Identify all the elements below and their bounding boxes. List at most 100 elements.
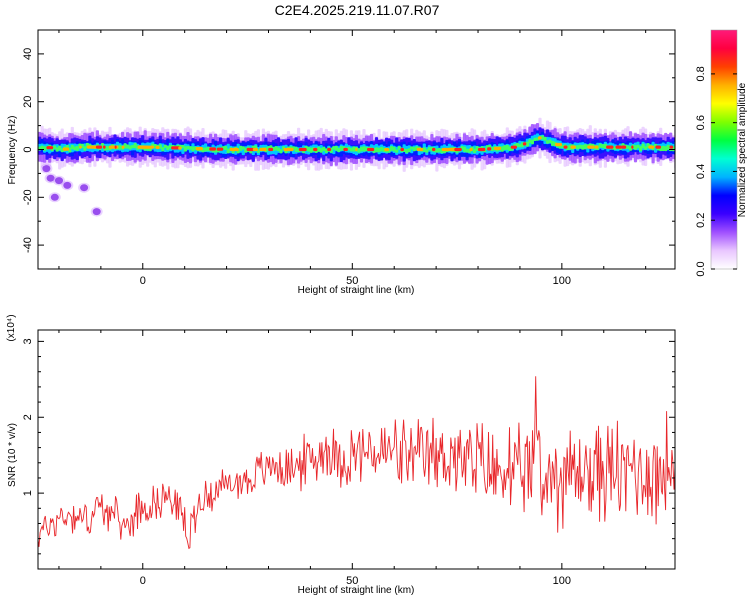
spectrogram-peak [283,147,294,152]
spectrogram-x-axis-label: Height of straight line (km) [298,285,415,296]
snr-y-axis-label: SNR (10 * v/v) [7,423,18,487]
spectrogram-cell [410,146,414,150]
spectrogram-cell [118,144,122,150]
spectrogram-cell [332,146,336,150]
spectrogram-cell [641,143,645,149]
spectrogram-cell [576,145,580,150]
colorbar-tick-label: 0.6 [695,115,707,130]
spectrogram-cell [349,148,353,152]
spectrogram-cell [601,144,605,148]
snr-x-axis-label: Height of straight line (km) [298,585,415,596]
spectrogram-cell [561,144,565,149]
spectrogram-peak [606,145,614,149]
spectrogram-peak [454,147,462,152]
spectrogram-cell [508,146,512,152]
spectrogram-cell [70,144,74,150]
spectrogram-cell [359,146,364,152]
spectrogram-cell [53,145,57,150]
spectrogram-peak [178,146,182,150]
spectrogram-cell [578,144,582,149]
spectrogram-peak [114,145,117,149]
spectrogram-cell [276,147,281,152]
spectrogram-peak [384,147,390,152]
spectrogram-peak [669,145,674,149]
spectrogram-peak [648,145,655,149]
spectrogram-peak [145,145,155,149]
spectrogram-cell [128,145,132,150]
spectrogram-cell [407,148,411,153]
spectrogram-peak [615,145,622,149]
spectrogram-cell [545,140,550,144]
spectrogram-cell [133,143,137,149]
spectrogram-peak [343,147,348,152]
spectrogram-cell [357,148,361,153]
spectrogram-cell [339,146,343,151]
spectrogram-cell [528,139,532,144]
spectrogram-cell [548,139,552,144]
spectrogram-blob [63,181,72,189]
snr-panel: 0 50 100 1 2 3 Height of straight line (km) S… [6,314,676,596]
spectrogram-cell [163,144,167,148]
spectrogram-cell [166,145,170,151]
spectrogram-cell [58,145,62,150]
spectrogram-cell [334,145,338,151]
spectrogram-y-axis-label: Frequency (Hz) [7,116,18,185]
spectrogram-peak [95,145,103,149]
snr-multiplier-label: (x10⁴) [6,314,17,341]
spectrogram-cell [279,149,283,154]
spectrogram-peak [121,145,125,149]
spectrogram-cell [639,146,643,152]
spectrogram-cell [661,145,665,152]
spectrogram-cell [405,149,409,154]
spectrogram-cell [352,146,356,152]
spectrogram-x-tick-label: 100 [553,275,571,287]
spectrogram-peak [621,145,627,149]
spectrogram-cell [380,146,384,152]
spectrogram-blob [80,184,89,192]
spectrogram-cell [239,145,243,151]
spectrogram-peak [327,147,332,152]
spectrogram-cell [395,149,399,153]
spectrogram-cell [75,146,79,151]
spectrogram-peak [298,147,307,152]
spectrogram-cell [427,147,431,151]
spectrogram-cell [636,144,640,149]
colorbar-tick-label: 0.0 [695,261,707,276]
spectrogram-peak [487,147,492,151]
spectrogram-cell [518,144,522,148]
spectrogram-cell [543,136,547,141]
spectrogram-cell [337,148,341,153]
snr-x-tick-label: 50 [346,575,358,587]
spectrogram-peak [563,145,568,149]
spectrogram-cell [412,147,416,152]
spectrogram-cell [206,146,210,152]
spectrogram-cell [664,146,668,152]
spectrogram-peak [493,146,502,150]
spectrogram-peak [477,147,486,152]
spectrogram-cell [105,145,110,151]
spectrogram-cell [40,145,44,150]
spectrogram-y-tick-label: -20 [22,189,34,205]
spectrogram-peak [570,145,576,149]
spectrogram-blob [42,165,51,173]
spectrogram-blob [46,174,55,182]
spectrogram-cell [274,146,278,151]
spectrogram-cell [131,145,135,149]
spectrogram-cell [490,147,494,151]
spectrogram-peak [62,147,70,151]
spectrogram-cell [581,144,585,150]
spectrogram-blob-halo [40,163,53,174]
spectrogram-cell [319,148,323,153]
spectrogram-cell [226,148,230,154]
spectrogram-cell [425,149,429,153]
spectrogram-peak [216,147,224,151]
spectrogram-peak [367,147,375,152]
spectrogram-cell [465,148,469,153]
spectrogram-cell [362,146,366,152]
spectrogram-y-tick-label: 40 [22,48,34,60]
colorbar-gradient [711,30,737,269]
spectrogram-peak [229,147,239,152]
spectrogram-cell [475,145,479,151]
spectrogram-cell [462,146,467,152]
colorbar: 0.0 0.2 0.4 0.6 0.8 Normalized spectral ampl… [695,29,748,277]
